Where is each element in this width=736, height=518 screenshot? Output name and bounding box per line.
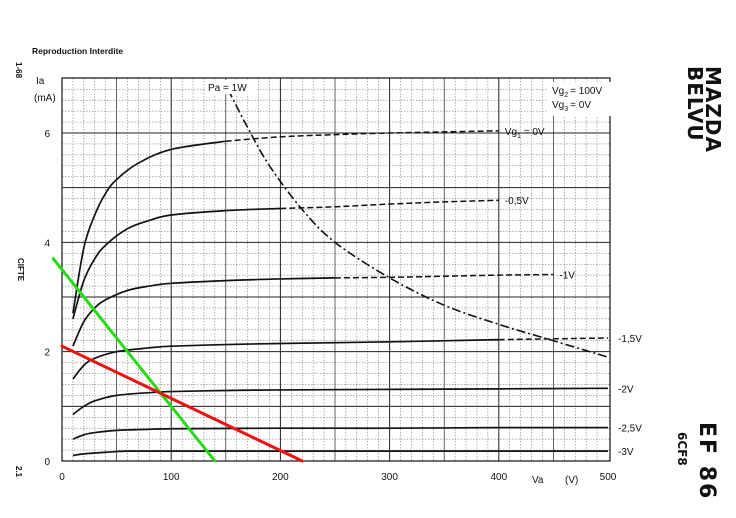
y-tick-label: 0 bbox=[44, 457, 50, 468]
curve-label-6: -2,5V bbox=[618, 424, 642, 435]
axis-labels: Ia (mA) Va (V) 0 100 200 300 400 500 0 2 4 6 bbox=[34, 76, 617, 486]
reproduction-notice: Reproduction Interdite bbox=[32, 46, 123, 56]
conditions-box bbox=[548, 82, 614, 116]
y-axis-label: Ia bbox=[36, 76, 45, 87]
x-tick-label: 500 bbox=[600, 472, 617, 483]
x-tick-label: 100 bbox=[163, 472, 180, 483]
curve-label-7: -3V bbox=[618, 447, 634, 458]
curve-label-vg1-0v: Vg1 = 0V bbox=[505, 127, 545, 140]
plot-frame bbox=[61, 77, 611, 462]
grid-curve-7 bbox=[72, 450, 608, 457]
x-tick-label: 300 bbox=[381, 472, 398, 483]
grid-curve-3 bbox=[72, 277, 336, 347]
y-tick-label: 6 bbox=[44, 129, 50, 140]
y-tick-label: 2 bbox=[44, 348, 50, 359]
tube-equivalent: 6CF8 bbox=[675, 432, 689, 466]
curve-label-4: -1,5V bbox=[618, 334, 642, 345]
tube-name: EF 86 bbox=[694, 422, 719, 500]
grid-curve-2-extension bbox=[280, 199, 499, 210]
grid-curve-1-extension bbox=[225, 130, 499, 142]
side-label: CIFTE bbox=[16, 258, 25, 282]
power-label-bg bbox=[206, 80, 256, 94]
characteristic-curves: Vg1 = 0V -0,5V -1V -1,5V -2V -2,5V -3V bbox=[72, 88, 642, 458]
x-axis-unit: (V) bbox=[565, 475, 578, 486]
grid-curve-4-extension bbox=[498, 337, 609, 341]
x-tick-label: 400 bbox=[490, 472, 507, 483]
y-tick-label: 4 bbox=[44, 238, 50, 249]
red-load-line bbox=[60, 344, 304, 463]
brand-belvu: BELVU bbox=[683, 66, 707, 142]
curve-label-5: -2V bbox=[618, 384, 634, 395]
grid-curve-2 bbox=[72, 207, 281, 320]
chart-annotations: Vg2 = 100V Vg3 = 0V Pa = 1W bbox=[206, 80, 614, 116]
power-dissipation-curve bbox=[227, 88, 609, 358]
power-curve-label: Pa = 1W bbox=[208, 83, 247, 94]
chart-grid bbox=[61, 77, 611, 462]
footer-code: 2.1 bbox=[14, 466, 23, 478]
grid-curve-5 bbox=[72, 387, 609, 416]
vg2-condition: Vg2 = 100V bbox=[552, 86, 602, 99]
load-lines bbox=[51, 257, 304, 463]
vg3-condition: Vg3 = 0V bbox=[552, 100, 591, 113]
grid-curve-1 bbox=[72, 140, 226, 314]
x-tick-label: 200 bbox=[272, 472, 289, 483]
grid-curve-3-extension bbox=[334, 273, 554, 279]
x-axis-label: Va bbox=[532, 475, 544, 486]
curve-label-3: -1V bbox=[559, 271, 575, 282]
curve-label-2: -0,5V bbox=[505, 196, 529, 207]
green-load-line bbox=[51, 257, 217, 463]
sheet-code: 1-68 bbox=[14, 62, 23, 79]
x-tick-label: 0 bbox=[59, 472, 65, 483]
brand-mazda: MAZDA bbox=[701, 66, 725, 153]
grid-curve-6 bbox=[72, 426, 609, 440]
y-axis-unit: (mA) bbox=[34, 93, 56, 104]
